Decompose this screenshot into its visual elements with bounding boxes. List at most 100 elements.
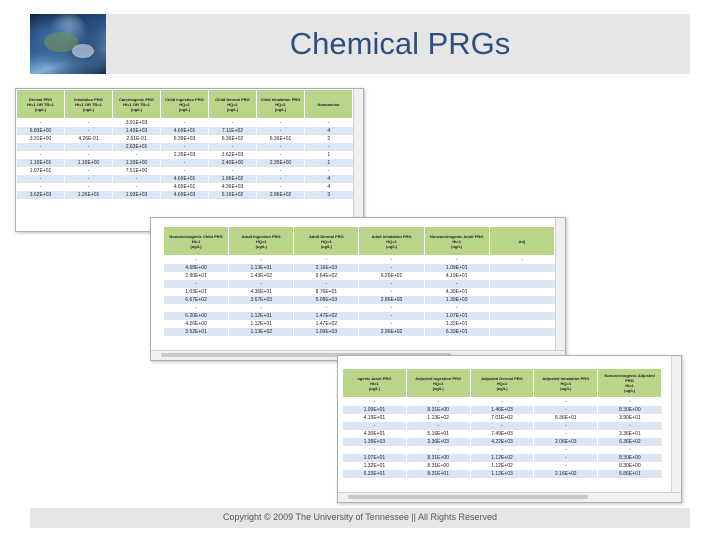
table-cell: 1.10E+01 [16,159,65,167]
table-row: 4.30E+01 5.16E+01 7.49E+03-3.36E+01 [342,430,662,438]
footer-bar: Copyright © 2009 The University of Tenne… [30,508,690,528]
table-cell: 1.32E+01 [342,462,407,470]
table-cell: - [358,320,425,328]
table-cell: 2.06E+03 [533,438,598,446]
table-cell: 4 [304,183,353,191]
table-cell: - [358,288,425,296]
slide-title: Chemical PRGs [289,26,511,61]
table-cell: 4.19E+01 [423,272,490,280]
vertical-scrollbar[interactable] [671,356,681,492]
table-cell: - [256,143,305,151]
table-cell: - [160,118,209,127]
table-row: 3.52E+01 1.13E+02 1.09E+03 2.96E+02 6.33E+01 [162,328,555,336]
table-cell: - [358,280,425,288]
column-header: Noncarcinogenic Adjusted PRG HI=1 (ug/L) [597,368,662,398]
table-cell: - [597,397,662,406]
table-cell: - [64,175,113,183]
table-cell: 1.07E+01 [423,312,490,320]
column-header: Adjusted Inhalation PRG HQ=1 (ug/L) [533,368,599,398]
table-cell: - [405,397,471,406]
column-header-line: HI=1 OR TR=1 [123,101,150,107]
horizontal-scrollbar[interactable] [338,492,681,502]
table-cell: 8.31E+01 [405,470,471,478]
table-cell: 1.47E+02 [293,312,359,320]
column-header: Adult Ingestion PRG HQ=1 (ug/L) [228,226,295,256]
table-row: - - -2.35E+03 3.62E+03-1 [16,151,353,159]
column-header: Noncarcinogenic Adult PRG HI=1 (ug/L) [423,226,490,256]
column-header-line: Adj [518,238,526,244]
table-cell: 5.08E+03 [293,296,359,304]
column-header: Adjusted Dermal PRG HQ=1 (ug/L) [469,368,535,398]
table-cell: 4.19E+01 [342,414,407,422]
column-header-line: (ug/L) [451,243,463,249]
table-cell: 1.09E+01 [342,406,407,414]
column-header-line: HQ=1 [496,380,508,386]
table-cell: 1.13E+02 [228,328,294,336]
table-cell: 1.12E+02 [469,462,534,470]
table-row: 6.33E+01 8.31E+01 1.12E+03 2.16E+02 5.86E+01 [342,470,662,478]
column-header-line: HI=1 OR TR=1 [27,101,54,107]
table-cell: 6.36E+02 [208,135,257,143]
table-cell: 1.43E+03 [112,127,161,135]
table-cell: - [358,312,425,320]
table-cell: - [597,446,662,454]
table-cell: 4 [304,127,353,135]
table-cell: - [597,422,662,430]
table-cell: 1.43E+02 [228,272,294,280]
column-header-line: Noncarcinogenic Adjusted PRG [604,373,655,383]
table-cell: 7.11E+02 [208,127,257,135]
table-cell: 2.86E+03 [358,296,425,304]
table-cell [488,264,555,272]
column-header-line: (ug/L) [82,106,95,112]
table-cell: - [405,422,471,430]
table-cell: - [112,151,161,159]
column-header: ogenic Adult PRG HI=1 (ug/L) [342,368,407,398]
table-cell: - [228,255,294,264]
column-header-line: HQ=1 [386,238,397,244]
table-cell: 1.12E+02 [469,454,534,462]
table-cell: 4.26E+00 [162,320,229,328]
table-cell [488,328,555,336]
vertical-scrollbar[interactable] [555,218,565,350]
column-header-line: HI=1 [370,380,379,386]
column-header-line: (ug/L) [560,385,572,391]
column-header-line: HI=1 [625,383,634,388]
table-cell: - [208,143,257,151]
table-row: ----- [342,422,662,430]
table-cell: - [358,264,425,272]
column-header-line: Adjusted Ingestion PRG [415,375,462,381]
table-cell: 1.46E+03 [469,406,534,414]
table-cell: - [64,118,113,127]
column-header-line: (ug/L) [432,385,444,391]
table-cell: - [342,397,407,406]
table-cell [488,296,555,304]
table-cell: 3 [304,191,353,199]
column-header-line: (ug/L) [178,106,191,112]
table-cell: - [405,446,471,454]
table-cell: 6.36E+01 [533,414,598,422]
table-cell: 1 [304,151,353,159]
table-cell: - [162,255,229,264]
table-cell: 4.26E-01 [64,135,113,143]
column-header-line: Inhalation PRG [74,96,103,102]
table-cell: - [358,304,425,312]
table-cell: 1.09E+01 [423,264,490,272]
table-cell: 8.76E+01 [293,288,359,296]
table-cell: - [112,183,161,191]
vertical-scrollbar[interactable] [353,89,363,221]
table-row: - -2.63E+01- - - - [16,143,353,151]
table-cell: - [16,118,65,127]
table-cell: - [64,143,113,151]
column-header-line: (ug/L) [496,385,508,391]
table-cell: 1.07E+01 [342,454,407,462]
table-cell: - [358,255,425,264]
table-cell: 4.36E+03 [208,183,257,191]
table-cell: 4.69E+01 [160,183,209,191]
column-header: Child Inhalation PRG HQ=1 (ug/L) [256,89,305,119]
column-header-line: Dermal PRG [28,96,53,102]
table-cell: 1.12E+01 [228,312,294,320]
table-row: - - -4.69E+01 4.36E+03-4 [16,183,353,191]
table-cell: - [64,167,113,175]
table-row: 4.19E+01 1.13E+02 7.01E+02 6.36E+01 3.90E+01 [342,414,662,422]
column-header-line: HQ=1 [321,238,332,244]
